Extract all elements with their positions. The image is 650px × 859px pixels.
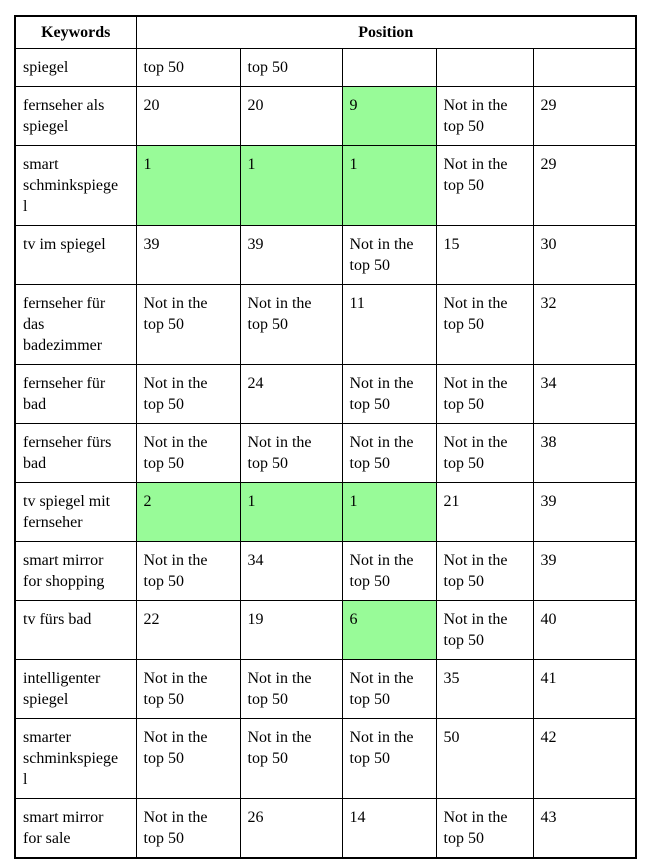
position-cell: Not in the top 50 xyxy=(135,284,241,365)
position-cell-highlighted: 1 xyxy=(239,482,343,542)
keyword-cell: fernseher für das badezimmer xyxy=(14,284,137,365)
keyword-cell: smart schminkspiegel xyxy=(14,145,137,226)
position-cell: Not in the top 50 xyxy=(135,659,241,719)
position-cell: Not in the top 50 xyxy=(435,423,534,483)
position-cell-highlighted: 1 xyxy=(239,145,343,226)
position-cell: Not in the top 50 xyxy=(341,225,437,285)
position-cell: 29 xyxy=(532,86,637,146)
keywords-header: Keywords xyxy=(14,15,137,49)
position-cell: Not in the top 50 xyxy=(239,284,343,365)
position-cell: Not in the top 50 xyxy=(435,600,534,660)
position-cell: Not in the top 50 xyxy=(341,659,437,719)
table-row: smart schminkspiegel 1 1 1 Not in the top 50… xyxy=(14,145,637,226)
position-cell: Not in the top 50 xyxy=(341,541,437,601)
position-cell-highlighted: 1 xyxy=(341,482,437,542)
position-cell-highlighted: 1 xyxy=(135,145,241,226)
keyword-cell: intelligenter spiegel xyxy=(14,659,137,719)
position-cell-highlighted: 2 xyxy=(135,482,241,542)
position-cell: 11 xyxy=(341,284,437,365)
position-cell: 42 xyxy=(532,718,637,799)
position-cell: 19 xyxy=(239,600,343,660)
table-row: spiegel top 50 top 50 xyxy=(14,48,637,87)
table-row: tv fürs bad 22 19 6 Not in the top 50 40 xyxy=(14,600,637,660)
position-cell: Not in the top 50 xyxy=(435,86,534,146)
position-cell: 20 xyxy=(239,86,343,146)
position-cell: 38 xyxy=(532,423,637,483)
keyword-cell: fernseher als spiegel xyxy=(14,86,137,146)
position-cell: Not in the top 50 xyxy=(239,718,343,799)
keyword-position-table: Keywords Position spiegel top 50 top 50 fer… xyxy=(14,15,638,859)
position-cell: Not in the top 50 xyxy=(135,798,241,859)
position-header: Position xyxy=(135,15,637,49)
keyword-cell: tv spiegel mit fernseher xyxy=(14,482,137,542)
position-cell: 32 xyxy=(532,284,637,365)
position-cell: 14 xyxy=(341,798,437,859)
position-cell: 34 xyxy=(532,364,637,424)
position-cell: 24 xyxy=(239,364,343,424)
table-row: fernseher für bad Not in the top 50 24 Not … xyxy=(14,364,637,424)
keyword-cell: tv im spiegel xyxy=(14,225,137,285)
position-cell: 30 xyxy=(532,225,637,285)
position-cell: Not in the top 50 xyxy=(435,798,534,859)
position-cell: 34 xyxy=(239,541,343,601)
position-cell: 26 xyxy=(239,798,343,859)
table-row: fernseher als spiegel 20 20 9 Not in the top… xyxy=(14,86,637,146)
table-row: smarter schminkspiegel Not in the top 50 N… xyxy=(14,718,637,799)
table-row: fernseher fürs bad Not in the top 50 Not i… xyxy=(14,423,637,483)
position-cell: top 50 xyxy=(135,48,241,87)
position-cell-highlighted: 6 xyxy=(341,600,437,660)
position-cell xyxy=(341,48,437,87)
position-cell: Not in the top 50 xyxy=(435,145,534,226)
keyword-cell: tv fürs bad xyxy=(14,600,137,660)
table-row: intelligenter spiegel Not in the top 50 No… xyxy=(14,659,637,719)
table-row: smart mirror for shopping Not in the top … xyxy=(14,541,637,601)
position-cell: 50 xyxy=(435,718,534,799)
position-cell xyxy=(532,48,637,87)
position-cell: Not in the top 50 xyxy=(435,284,534,365)
position-cell: 39 xyxy=(239,225,343,285)
position-cell: Not in the top 50 xyxy=(135,541,241,601)
position-cell: Not in the top 50 xyxy=(341,423,437,483)
table-row: tv spiegel mit fernseher 2 1 1 21 39 xyxy=(14,482,637,542)
keyword-cell: smarter schminkspiegel xyxy=(14,718,137,799)
header-row: Keywords Position xyxy=(14,15,637,49)
position-cell: 41 xyxy=(532,659,637,719)
position-cell: 39 xyxy=(532,482,637,542)
position-cell: 20 xyxy=(135,86,241,146)
position-cell: Not in the top 50 xyxy=(435,541,534,601)
position-cell: 29 xyxy=(532,145,637,226)
position-cell: Not in the top 50 xyxy=(341,718,437,799)
table-row: tv im spiegel 39 39 Not in the top 50 15 30 xyxy=(14,225,637,285)
position-cell: Not in the top 50 xyxy=(135,364,241,424)
keyword-cell: smart mirror for shopping xyxy=(14,541,137,601)
position-cell-highlighted: 9 xyxy=(341,86,437,146)
table-row: smart mirror for sale Not in the top 50 26… xyxy=(14,798,637,859)
position-cell: Not in the top 50 xyxy=(341,364,437,424)
position-cell: 43 xyxy=(532,798,637,859)
keyword-cell: fernseher fürs bad xyxy=(14,423,137,483)
position-cell: 35 xyxy=(435,659,534,719)
position-cell: 39 xyxy=(532,541,637,601)
position-cell xyxy=(435,48,534,87)
position-cell: Not in the top 50 xyxy=(135,423,241,483)
position-cell: 21 xyxy=(435,482,534,542)
position-cell: Not in the top 50 xyxy=(239,659,343,719)
keyword-cell: spiegel xyxy=(14,48,137,87)
table-row: fernseher für das badezimmer Not in the t… xyxy=(14,284,637,365)
position-cell: Not in the top 50 xyxy=(239,423,343,483)
position-cell: Not in the top 50 xyxy=(135,718,241,799)
position-cell-highlighted: 1 xyxy=(341,145,437,226)
position-cell: 39 xyxy=(135,225,241,285)
position-cell: Not in the top 50 xyxy=(435,364,534,424)
position-cell: 15 xyxy=(435,225,534,285)
position-cell: 40 xyxy=(532,600,637,660)
position-cell: 22 xyxy=(135,600,241,660)
keyword-cell: fernseher für bad xyxy=(14,364,137,424)
position-cell: top 50 xyxy=(239,48,343,87)
keyword-cell: smart mirror for sale xyxy=(14,798,137,859)
table-body: spiegel top 50 top 50 fernseher als spiegel… xyxy=(14,48,637,859)
